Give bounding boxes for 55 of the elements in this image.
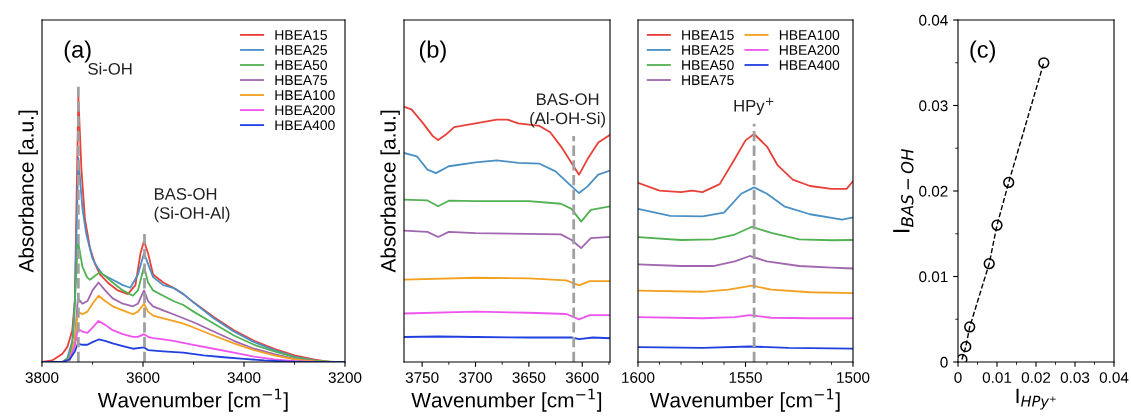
ref-line-label: BAS-OH (Si-OH-Al) [154, 188, 230, 223]
legend-label: HBEA15 [275, 30, 327, 40]
legend-label: HBEA400 [779, 60, 840, 70]
ref-line-label: BAS-OH (Al-OH-Si) [530, 93, 606, 128]
legend-label: HBEA75 [682, 75, 734, 86]
x-tick-label: 0.03 [1060, 372, 1090, 383]
y-tick-label: 0.01 [919, 271, 948, 283]
y-tick-label: 0.04 [919, 14, 948, 26]
x-tick-label: 3400 [227, 372, 261, 383]
legend-label: HBEA200 [779, 45, 840, 55]
point [1003, 176, 1015, 189]
ref-line-label: HPy$^{+}$ [734, 97, 774, 116]
point [960, 340, 972, 353]
x-tick-label: 1600 [622, 372, 655, 383]
x-tick-label: 0.01 [982, 372, 1012, 383]
x-tick-label: 0 [954, 372, 962, 383]
y-axis-title: Absorbance [a.u.] [18, 110, 38, 273]
point [983, 258, 995, 270]
x-tick-label: 3700 [459, 372, 492, 383]
legend-label: HBEA100 [275, 90, 335, 101]
x-tick-label: 3600 [126, 372, 160, 383]
x-tick-label: 3800 [25, 372, 59, 383]
y-tick-label: 0 [940, 356, 948, 368]
point [991, 219, 1003, 231]
x-tick-label: 3650 [512, 372, 546, 383]
x-axis-title: Wavenumber [cm$^{−1}$] [649, 388, 840, 412]
legend-label: HBEA15 [682, 30, 734, 40]
legend-label: HBEA50 [275, 60, 328, 70]
annotation: (c) [970, 40, 995, 63]
y-axis-title: Absorbance [a.u.] [380, 110, 400, 273]
legend-label: HBEA25 [682, 45, 734, 55]
y-axis-title: I$_{BAS−OH}$ [893, 149, 914, 233]
legend-label: HBEA50 [682, 60, 734, 70]
x-axis-title: Wavenumber [cm$^{−1}$] [97, 388, 288, 412]
x-tick-label: 3600 [565, 372, 599, 383]
x-tick-label: 1500 [837, 372, 870, 383]
text: (a) [64, 40, 91, 63]
legend-label: HBEA75 [275, 75, 327, 86]
legend-label: HBEA25 [275, 45, 327, 55]
legend-label: HBEA100 [779, 30, 840, 40]
text: (b) [419, 40, 446, 63]
x-axis-title: Wavenumber [cm$^{−1}$] [411, 388, 602, 412]
y-tick-label: 0.02 [919, 185, 948, 197]
x-axis-title: I$_{HPy⁺}$ [1016, 388, 1056, 410]
x-tick-label: 0.02 [1021, 372, 1051, 383]
x-tick-label: 3200 [328, 372, 362, 383]
point [1038, 57, 1050, 69]
point [964, 321, 976, 333]
x-tick-label: 3750 [405, 372, 439, 383]
y-tick-label: 0.03 [919, 100, 948, 112]
x-tick-label: 0.04 [1099, 372, 1129, 383]
ref-line-label: Si-OH [88, 62, 132, 75]
legend-label: HBEA200 [275, 105, 335, 116]
legend-label: HBEA400 [275, 120, 335, 131]
x-tick-label: 1550 [729, 372, 762, 383]
